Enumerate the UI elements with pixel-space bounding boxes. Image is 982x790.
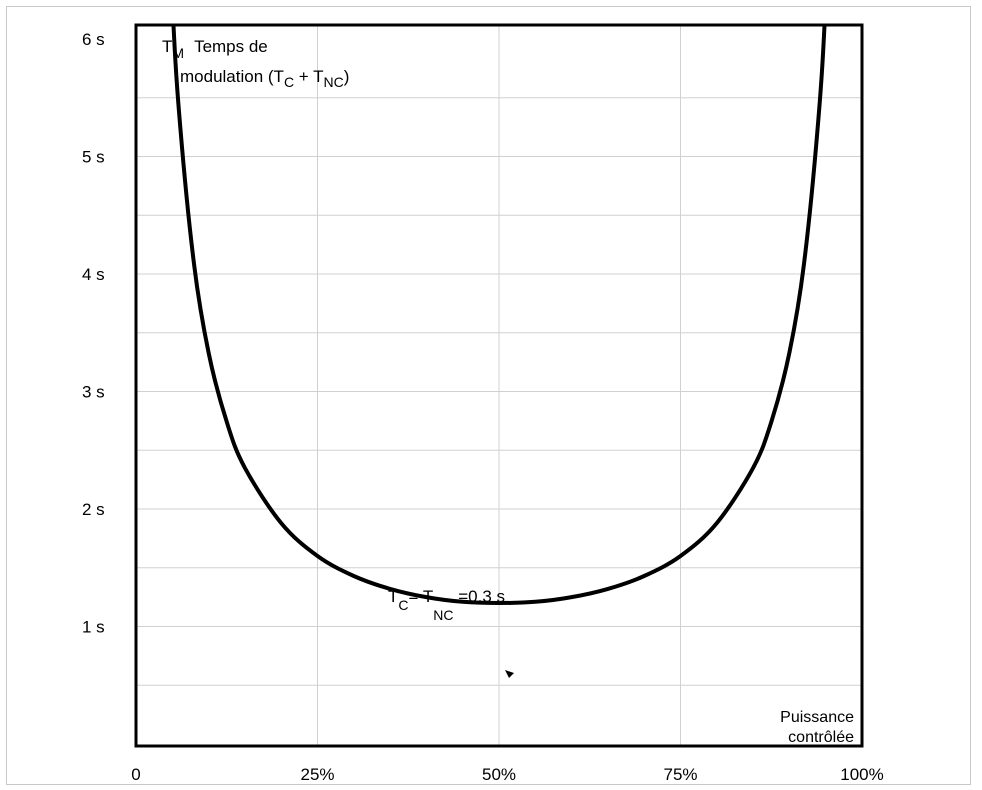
- y-tick-label: 2 s: [82, 500, 105, 519]
- chart-frame: [6, 6, 971, 785]
- y-axis-label-line1: TM Temps de: [162, 37, 268, 61]
- x-tick-label: 75%: [663, 765, 697, 784]
- x-axis-label-line1: Puissance: [780, 709, 854, 726]
- plot-border: [134, 23, 864, 748]
- curve-layer: [171, 25, 827, 605]
- y-tick-label: 4 s: [82, 265, 105, 284]
- x-tick-label: 100%: [840, 765, 883, 784]
- tick-labels: 0 25% 50% 75% 100% 1 s 2 s 3 s 4 s 5 s 6 s: [82, 30, 884, 784]
- y-axis-label-line2: modulation (TC + TNC): [180, 67, 349, 90]
- y-tick-label: 1 s: [82, 618, 105, 637]
- x-tick-label: 50%: [482, 765, 516, 784]
- grid: [136, 25, 862, 746]
- y-tick-label: 6 s: [82, 30, 105, 49]
- y-tick-label: 5 s: [82, 148, 105, 167]
- x-tick-label: 0: [131, 765, 140, 784]
- annotation-label: TC= TNC =0,3 s: [388, 587, 505, 623]
- annotation-arrow: [505, 670, 514, 678]
- x-axis-label-line2: contrôlée: [788, 729, 854, 746]
- x-tick-label: 25%: [300, 765, 334, 784]
- modulation-time-curve: [171, 25, 827, 605]
- y-tick-label: 3 s: [82, 383, 105, 402]
